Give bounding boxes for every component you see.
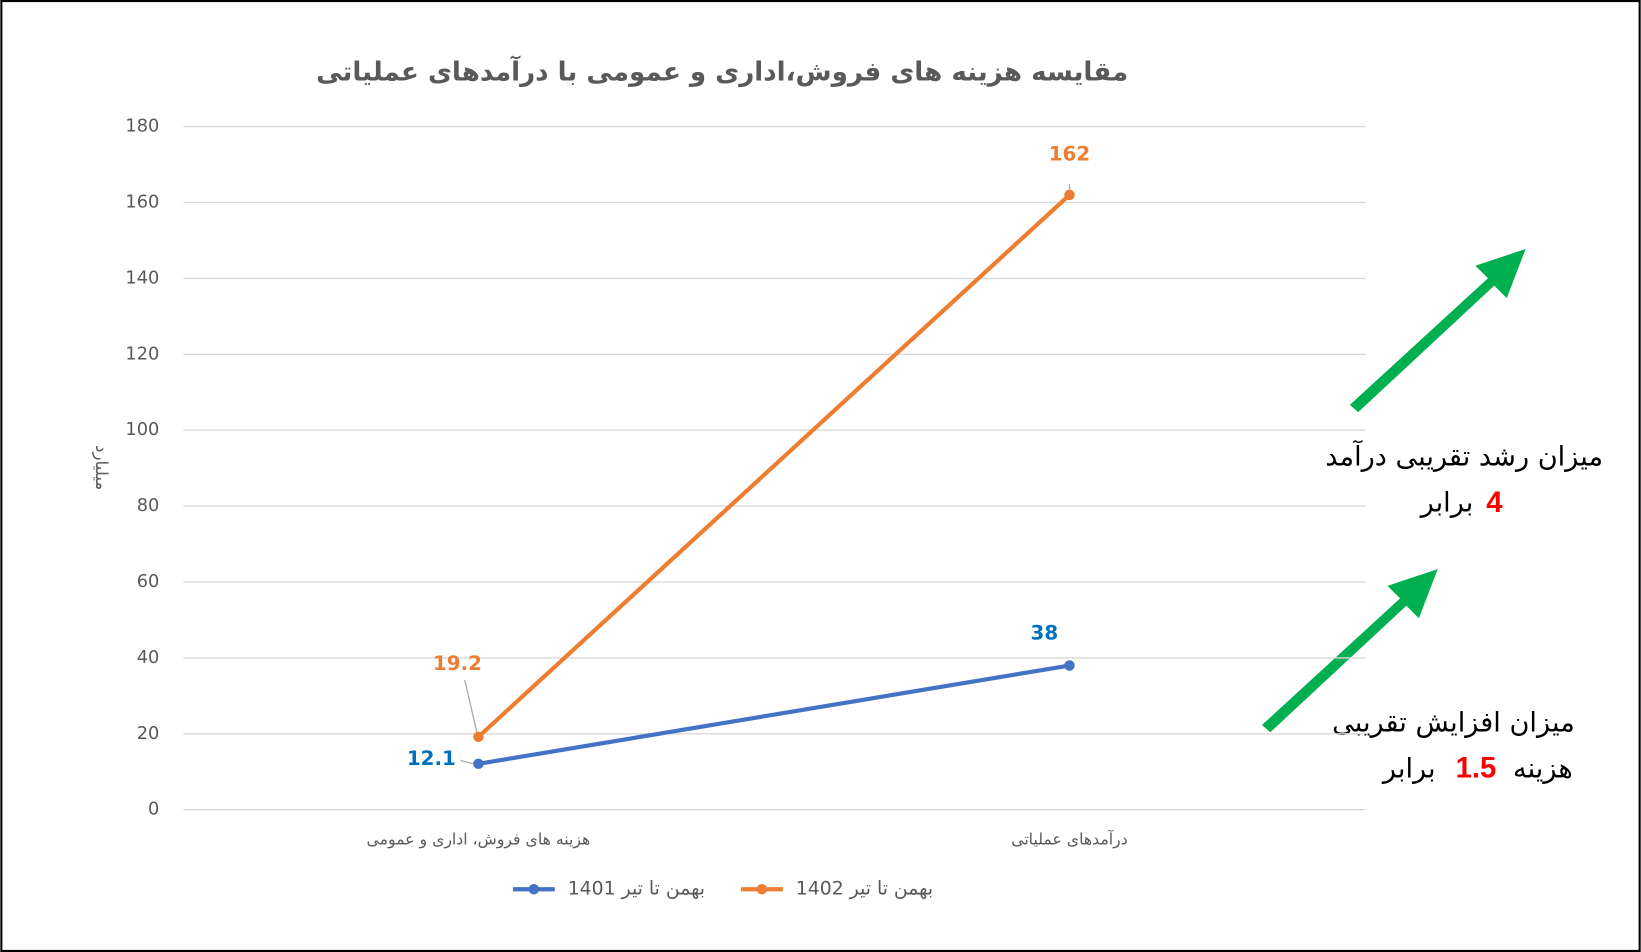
y-tick-label: 60 bbox=[137, 571, 160, 592]
point bbox=[473, 758, 484, 770]
y-tick-label: 20 bbox=[137, 723, 160, 744]
y-tick-label: 180 bbox=[125, 116, 159, 137]
data-label: 12.1 bbox=[407, 747, 456, 770]
annotation-prefix: هزینه bbox=[1513, 753, 1573, 784]
y-tick-label: 140 bbox=[125, 267, 159, 288]
y-tick-label: 100 bbox=[125, 419, 159, 440]
leader-line bbox=[460, 759, 474, 765]
legend-label: بهمن تا تیر 1402 bbox=[796, 879, 933, 900]
y-tick-label: 0 bbox=[148, 799, 159, 820]
data-label: 19.2 bbox=[433, 652, 482, 675]
point bbox=[1064, 660, 1075, 671]
annotation-text: میزان رشد تقریبی درآمد bbox=[1325, 440, 1603, 473]
point bbox=[473, 731, 484, 743]
annotation-factor: 4 bbox=[1486, 486, 1503, 519]
arrow bbox=[1349, 248, 1526, 413]
arrow bbox=[1261, 569, 1438, 733]
y-tick-label: 80 bbox=[137, 495, 160, 516]
line bbox=[476, 193, 1071, 739]
annotation-unit: برابر bbox=[1419, 488, 1474, 519]
annotation-unit: برابر bbox=[1381, 753, 1436, 784]
line bbox=[478, 663, 1070, 766]
x-tick-label: درآمدهای عملیاتی bbox=[1011, 830, 1127, 850]
y-axis-label: میلیارد bbox=[92, 445, 112, 490]
legend-label: بهمن تا تیر 1401 bbox=[568, 879, 705, 900]
y-tick-label: 40 bbox=[137, 647, 160, 668]
x-tick-label: هزینه های فروش، اداری و عمومی bbox=[367, 830, 591, 850]
data-label: 162 bbox=[1049, 143, 1090, 166]
leader-line bbox=[464, 679, 478, 735]
data-label: 38 bbox=[1031, 622, 1059, 645]
point bbox=[1064, 189, 1075, 201]
legend-marker bbox=[756, 884, 768, 895]
legend-marker bbox=[528, 884, 540, 895]
annotation-text: میزان افزایش تقریبی bbox=[1332, 707, 1575, 738]
chart-title: مقایسه هزینه های فروش،اداری و عمومی با د… bbox=[316, 56, 1128, 88]
y-tick-label: 160 bbox=[125, 191, 159, 212]
annotation-factor: 1.5 bbox=[1456, 752, 1497, 785]
y-tick-label: 120 bbox=[125, 343, 159, 364]
